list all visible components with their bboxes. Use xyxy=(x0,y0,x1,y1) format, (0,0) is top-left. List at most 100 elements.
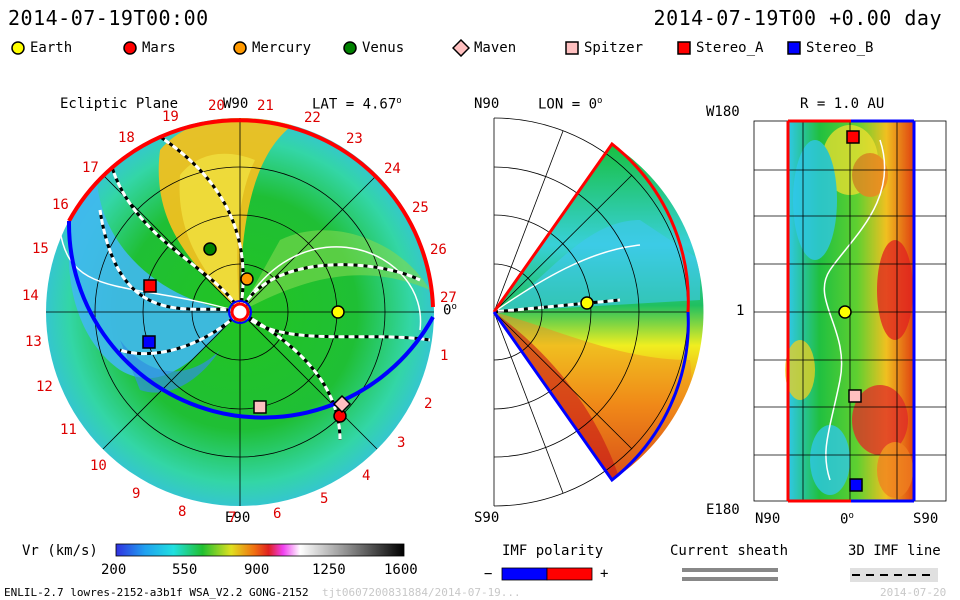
sector-number-19: 19 xyxy=(162,109,179,125)
radial-mid-left-label: 1 xyxy=(736,303,745,319)
radial-x-label-0: 0o xyxy=(840,511,854,528)
sector-number-3: 3 xyxy=(397,435,405,451)
lon-label: LON = 0o xyxy=(538,96,603,113)
run-id: tjt0607200831884/2014-07-19... xyxy=(322,586,521,599)
legend-label: Stereo_B xyxy=(806,40,874,56)
sector-number-7: 7 xyxy=(228,510,236,526)
radial-x-label-s90: S90 xyxy=(913,511,939,527)
sector-number-22: 22 xyxy=(304,110,321,126)
colorbar-tick-900: 900 xyxy=(244,562,270,578)
right-timestamp: 2014-07-19T00 +0.00 day xyxy=(653,6,942,30)
mercury-circle-icon xyxy=(233,41,247,55)
legend-item-stereo-b: Stereo_B xyxy=(786,38,873,58)
radial-top-left-label: W180 xyxy=(706,104,740,120)
sector-number-15: 15 xyxy=(32,241,49,257)
earth-marker-meridional xyxy=(580,296,594,310)
sector-number-25: 25 xyxy=(412,200,429,216)
maven-diamond-icon xyxy=(452,39,470,57)
sector-number-5: 5 xyxy=(320,491,328,507)
earth-circle-icon xyxy=(11,41,25,55)
meridional-plane-plot xyxy=(492,117,704,507)
earth-marker xyxy=(331,305,345,319)
mercury-marker xyxy=(240,272,254,286)
imf-polarity-title: IMF polarity xyxy=(502,543,604,559)
ecliptic-plane-plot xyxy=(46,118,435,506)
sector-number-12: 12 xyxy=(36,379,53,395)
sector-number-1: 1 xyxy=(440,348,448,364)
ecliptic-sector-numbers: 1 2 3 4 5 6 7 8 9 10 11 12 13 14 15 16 1… xyxy=(22,98,457,526)
sector-number-9: 9 xyxy=(132,486,140,502)
sector-number-26: 26 xyxy=(430,242,447,258)
spitzer-marker-radial xyxy=(848,389,862,403)
legend-item-spitzer: Spitzer xyxy=(564,38,643,58)
legend-label: Maven xyxy=(474,40,517,56)
sector-number-20: 20 xyxy=(208,98,225,114)
maven-marker xyxy=(332,394,352,414)
legend-item-venus: Venus xyxy=(342,38,404,58)
imf-polarity-minus: − xyxy=(484,566,493,582)
sector-number-11: 11 xyxy=(60,422,77,438)
colorbar-title: Vr (km/s) xyxy=(22,543,98,559)
legend-item-earth: Earth xyxy=(10,38,72,58)
legend-item-maven: Maven xyxy=(452,38,516,58)
sector-number-4: 4 xyxy=(362,468,370,484)
spitzer-square-icon xyxy=(565,41,579,55)
stereo-b-marker xyxy=(142,335,156,349)
radius-label: R = 1.0 AU xyxy=(800,96,885,112)
legend-label: Mars xyxy=(142,40,176,56)
stereo-a-marker-radial xyxy=(846,130,860,144)
sector-number-10: 10 xyxy=(90,458,107,474)
colorbar-tick-200: 200 xyxy=(101,562,127,578)
venus-marker xyxy=(203,242,217,256)
stereo-b-marker-radial xyxy=(849,478,863,492)
stereo-a-square-icon xyxy=(677,41,691,55)
colorbar-tick-1250: 1250 xyxy=(312,562,346,578)
legend-item-mars: Mars xyxy=(122,38,176,58)
date-stub: 2014-07-20 xyxy=(880,586,947,599)
stereo-a-marker xyxy=(143,279,157,293)
earth-marker-radial xyxy=(838,305,852,319)
imf-line-symbol xyxy=(850,568,938,582)
ecliptic-right-label: 0o xyxy=(443,302,457,319)
legend-label: Earth xyxy=(30,40,73,56)
sector-number-24: 24 xyxy=(384,161,401,177)
colorbar-tick-550: 550 xyxy=(172,562,198,578)
radial-bottom-left-label: E180 xyxy=(706,502,740,518)
radial-x-label-n90: N90 xyxy=(755,511,781,527)
ecliptic-bodies xyxy=(142,242,352,423)
sector-number-14: 14 xyxy=(22,288,39,304)
sector-number-16: 16 xyxy=(52,197,69,213)
sector-number-6: 6 xyxy=(273,506,281,522)
imf-polarity-bar xyxy=(501,567,593,581)
legend-label: Mercury xyxy=(252,40,312,56)
sector-number-18: 18 xyxy=(118,130,135,146)
sector-number-21: 21 xyxy=(257,98,274,114)
mars-marker xyxy=(333,409,347,423)
legend-item-mercury: Mercury xyxy=(232,38,311,58)
stereo-b-square-icon xyxy=(787,41,801,55)
spitzer-marker xyxy=(253,400,267,414)
ecliptic-plane-title: Ecliptic Plane xyxy=(60,96,179,112)
meridional-bottom-label: S90 xyxy=(474,510,500,526)
sector-number-8: 8 xyxy=(178,504,186,520)
radial-surface-plot xyxy=(753,119,947,503)
legend-label: Stereo_A xyxy=(696,40,764,56)
venus-circle-icon xyxy=(343,41,357,55)
current-sheath-symbol xyxy=(682,568,778,581)
sector-number-27: 27 xyxy=(440,290,457,306)
legend-label: Venus xyxy=(362,40,405,56)
sector-number-13: 13 xyxy=(25,334,42,350)
ecliptic-bottom-label: E90 xyxy=(225,510,251,526)
sector-number-17: 17 xyxy=(82,160,99,176)
legend-label: Spitzer xyxy=(584,40,644,56)
imf-line-title: 3D IMF line xyxy=(848,543,941,559)
ecliptic-top-label: W90 xyxy=(223,96,249,112)
sector-number-2: 2 xyxy=(424,396,432,412)
lat-label: LAT = 4.67o xyxy=(312,96,402,113)
imf-polarity-plus: + xyxy=(600,566,609,582)
sector-number-23: 23 xyxy=(346,131,363,147)
mars-circle-icon xyxy=(123,41,137,55)
colorbar-tick-1600: 1600 xyxy=(384,562,418,578)
left-timestamp: 2014-07-19T00:00 xyxy=(8,6,209,30)
